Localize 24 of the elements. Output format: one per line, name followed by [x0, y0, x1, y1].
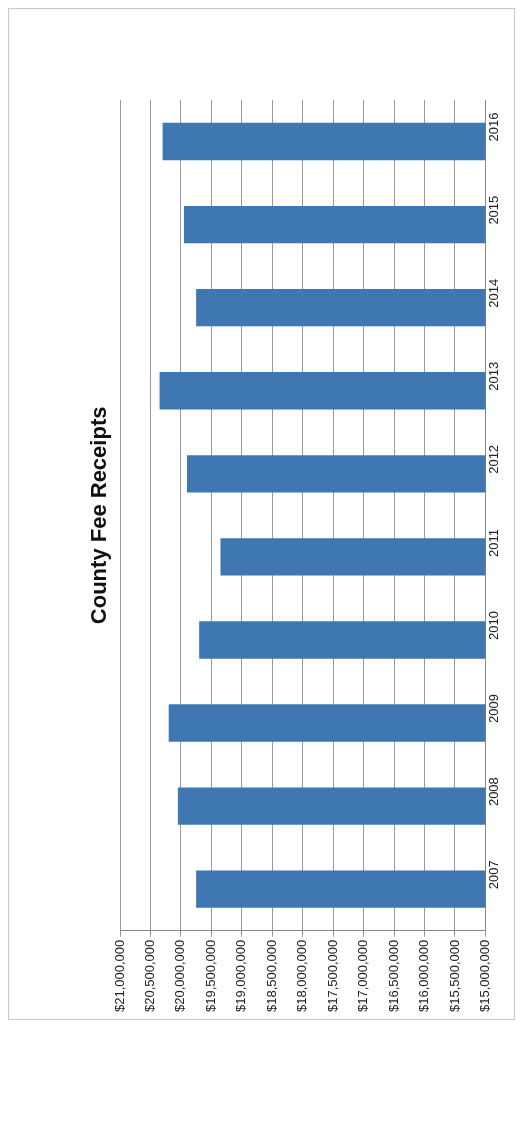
y-tick-label: 2011: [485, 528, 501, 557]
x-tick-label: $15,000,000: [476, 939, 492, 1012]
x-tick-label: $21,000,000: [111, 939, 127, 1012]
x-tick-label: $19,500,000: [202, 939, 218, 1012]
y-tick-label: 2008: [485, 777, 501, 807]
y-tick-label: 2010: [485, 611, 501, 640]
text: County Fee Receipts: [86, 406, 112, 625]
y-tick-label: 2014: [485, 278, 501, 308]
x-tick-label: $17,500,000: [324, 939, 340, 1012]
x-tick-label: $20,000,000: [172, 939, 188, 1012]
x-tick-label: $16,500,000: [385, 939, 401, 1012]
x-tick-label: $20,500,000: [142, 939, 158, 1012]
y-tick-label: 2007: [485, 860, 501, 890]
x-tick-label: $18,000,000: [294, 939, 310, 1012]
y-tick-label: 2012: [485, 444, 501, 474]
x-tick-label: $19,000,000: [233, 939, 249, 1012]
x-tick-label: $15,500,000: [446, 939, 462, 1012]
y-tick-label: 2015: [485, 195, 501, 225]
x-tick-label: $18,500,000: [263, 939, 279, 1012]
y-tick-label: 2009: [485, 694, 501, 724]
x-tick-label: $16,000,000: [416, 939, 432, 1012]
x-tick-label: $17,000,000: [355, 939, 371, 1012]
y-tick-label: 2013: [485, 361, 501, 391]
y-tick-label: 2016: [485, 112, 501, 142]
